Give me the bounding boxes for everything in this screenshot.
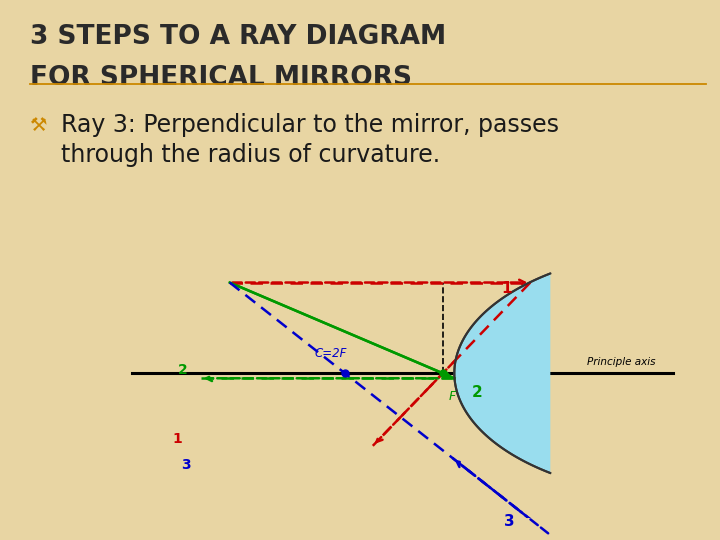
Text: 2: 2 — [472, 386, 482, 401]
Text: 2: 2 — [178, 363, 188, 377]
Text: 3: 3 — [504, 514, 515, 529]
Text: FOR SPHERICAL MIRRORS: FOR SPHERICAL MIRRORS — [30, 65, 413, 91]
Text: Principle axis: Principle axis — [587, 357, 655, 367]
Text: 1: 1 — [502, 281, 512, 296]
Text: ⚒: ⚒ — [30, 116, 48, 135]
Text: F: F — [449, 390, 456, 403]
Text: 3 STEPS TO A RAY DIAGRAM: 3 STEPS TO A RAY DIAGRAM — [30, 24, 446, 50]
Text: C=2F: C=2F — [315, 347, 346, 360]
Text: 3: 3 — [181, 457, 190, 471]
Text: through the radius of curvature.: through the radius of curvature. — [61, 143, 441, 167]
Text: Ray 3: Perpendicular to the mirror, passes: Ray 3: Perpendicular to the mirror, pass… — [61, 113, 559, 137]
Text: 1: 1 — [172, 432, 182, 446]
